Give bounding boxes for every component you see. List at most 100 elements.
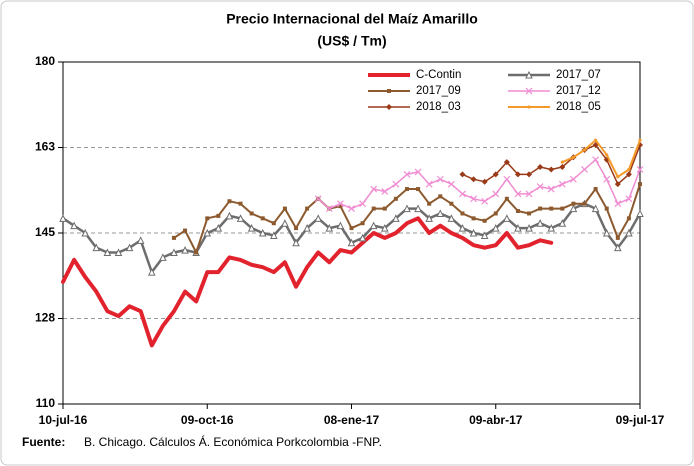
point bbox=[559, 164, 566, 171]
point bbox=[548, 166, 555, 173]
x-tick-label: 10-jul-16 bbox=[39, 413, 88, 427]
y-tick-label: 180 bbox=[35, 54, 55, 68]
point bbox=[271, 221, 276, 226]
point bbox=[249, 211, 254, 216]
point bbox=[469, 228, 478, 237]
point bbox=[260, 216, 265, 221]
point bbox=[147, 267, 156, 276]
point bbox=[560, 160, 564, 164]
point bbox=[347, 238, 356, 247]
point bbox=[294, 226, 299, 231]
point bbox=[370, 185, 378, 193]
point bbox=[560, 206, 565, 211]
point bbox=[183, 228, 188, 233]
point bbox=[503, 159, 510, 166]
point bbox=[314, 214, 323, 222]
series-line bbox=[561, 139, 641, 178]
point bbox=[81, 228, 90, 237]
point bbox=[613, 243, 622, 252]
point bbox=[537, 164, 544, 171]
point bbox=[594, 138, 598, 142]
point bbox=[414, 204, 422, 213]
point bbox=[348, 205, 355, 212]
point bbox=[605, 153, 609, 157]
point bbox=[514, 223, 522, 232]
point bbox=[525, 223, 533, 232]
point bbox=[381, 188, 389, 195]
point bbox=[92, 243, 101, 252]
point bbox=[382, 206, 387, 211]
footnote: B. Chicago. Cálculos Á. Económica Porkco… bbox=[84, 434, 382, 449]
point bbox=[571, 201, 576, 206]
point bbox=[70, 221, 78, 230]
point bbox=[203, 228, 212, 237]
point bbox=[536, 183, 544, 191]
y-tick-label: 163 bbox=[35, 140, 55, 154]
point bbox=[238, 201, 243, 206]
point bbox=[282, 206, 287, 211]
point bbox=[536, 219, 544, 227]
point bbox=[336, 221, 345, 230]
point bbox=[159, 253, 167, 261]
point bbox=[392, 180, 400, 188]
legend-label: 2017_07 bbox=[556, 69, 601, 81]
legend-label: 2018_03 bbox=[416, 101, 461, 113]
point bbox=[258, 228, 267, 237]
point bbox=[636, 209, 644, 217]
point bbox=[614, 200, 622, 208]
point bbox=[627, 167, 631, 172]
point bbox=[492, 190, 500, 198]
legend-marker bbox=[527, 105, 531, 109]
point bbox=[547, 223, 556, 232]
point bbox=[492, 171, 499, 178]
point bbox=[449, 201, 454, 206]
point bbox=[425, 180, 433, 188]
point bbox=[614, 181, 621, 188]
point bbox=[470, 195, 477, 203]
point bbox=[625, 228, 633, 237]
point bbox=[569, 204, 578, 213]
point bbox=[592, 156, 600, 164]
footnote-label: Fuente: bbox=[22, 435, 65, 449]
point bbox=[636, 166, 644, 173]
point bbox=[582, 201, 587, 206]
point bbox=[470, 176, 477, 183]
point bbox=[325, 205, 333, 212]
point bbox=[571, 155, 576, 159]
point bbox=[325, 223, 334, 232]
chart-title: Precio Internacional del Maíz Amarillo bbox=[226, 11, 478, 27]
point bbox=[458, 223, 467, 232]
point bbox=[447, 180, 455, 188]
point bbox=[414, 168, 422, 176]
chart-subtitle: (US$ / Tm) bbox=[317, 33, 386, 49]
point bbox=[125, 243, 134, 252]
point bbox=[292, 238, 300, 247]
point bbox=[392, 214, 400, 222]
point bbox=[336, 200, 344, 208]
x-tick-label: 09-oct-16 bbox=[181, 413, 234, 427]
point bbox=[481, 178, 488, 185]
point bbox=[602, 228, 611, 237]
point bbox=[225, 211, 234, 220]
point bbox=[480, 231, 489, 239]
point bbox=[425, 214, 433, 222]
y-tick-label: 110 bbox=[36, 396, 56, 410]
point bbox=[360, 221, 365, 226]
legend-label: C-Contin bbox=[416, 69, 461, 81]
point bbox=[471, 216, 476, 221]
legend-label: 2017_09 bbox=[416, 85, 461, 97]
point bbox=[247, 223, 256, 232]
point bbox=[214, 223, 223, 232]
point bbox=[227, 199, 232, 204]
point bbox=[205, 216, 210, 221]
point bbox=[114, 248, 123, 257]
point bbox=[481, 197, 489, 205]
legend-marker bbox=[525, 87, 533, 95]
point bbox=[436, 175, 444, 183]
point bbox=[515, 209, 520, 214]
x-tick-label: 08-ene-17 bbox=[324, 413, 380, 427]
point bbox=[416, 187, 421, 192]
point bbox=[604, 206, 609, 211]
y-tick-label: 145 bbox=[35, 225, 55, 239]
